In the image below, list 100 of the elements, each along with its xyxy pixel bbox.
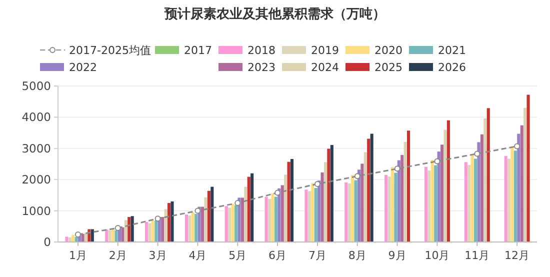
- bar: [480, 134, 484, 242]
- legend-label: 2021: [438, 44, 466, 57]
- bar: [184, 214, 188, 242]
- x-tick-label: 11月: [464, 249, 490, 262]
- x-tick-label: 8月: [348, 249, 366, 262]
- point: [394, 166, 400, 172]
- bar: [327, 148, 330, 242]
- bar: [154, 220, 158, 242]
- point: [514, 143, 520, 150]
- bar: [364, 152, 367, 242]
- x-tick-label: 2月: [108, 249, 127, 262]
- bar: [517, 134, 520, 242]
- point: [194, 208, 201, 214]
- x-tick-label: 6月: [268, 249, 287, 262]
- bar: [407, 130, 410, 242]
- bar: [430, 160, 434, 242]
- bar: [330, 144, 334, 242]
- bar: [314, 188, 318, 242]
- bar: [145, 222, 148, 242]
- bar: [128, 217, 131, 242]
- bar: [81, 234, 84, 242]
- bar: [274, 196, 278, 242]
- bar: [164, 209, 168, 242]
- bar: [188, 215, 192, 242]
- legend-label: 2022: [69, 61, 97, 74]
- bar: [308, 191, 311, 242]
- bar: [437, 152, 440, 242]
- bar: [394, 172, 398, 242]
- bar: [524, 108, 527, 242]
- x-tick-label: 9月: [388, 249, 406, 262]
- x-tick-label: 10月: [424, 249, 450, 262]
- bar: [204, 197, 208, 242]
- chart-title: 预计尿素农业及其他累积需求（万吨）: [164, 6, 386, 22]
- bar: [151, 220, 154, 242]
- bar: [250, 173, 254, 242]
- point: [154, 216, 161, 222]
- y-tick-label: 0: [44, 235, 51, 249]
- bar: [360, 164, 364, 242]
- legend-label: 2019: [311, 44, 339, 57]
- bar: [287, 162, 290, 242]
- bar: [311, 183, 314, 242]
- point: [314, 180, 320, 187]
- bar: [244, 186, 248, 242]
- point: [114, 224, 121, 231]
- bar: [228, 208, 232, 242]
- point: [474, 150, 480, 157]
- bar: [470, 154, 474, 242]
- x-tick-label: 5月: [228, 249, 247, 262]
- bar: [354, 180, 358, 242]
- bar: [191, 212, 194, 242]
- y-tick-label: 3000: [22, 141, 51, 156]
- bar: [168, 203, 171, 242]
- bar: [65, 236, 68, 242]
- bar: [357, 170, 361, 242]
- legend-label: 2017: [184, 44, 212, 57]
- bar: [404, 142, 407, 242]
- bar: [514, 150, 517, 242]
- bar: [170, 201, 174, 242]
- bar: [526, 94, 530, 242]
- bar: [264, 196, 268, 242]
- bar: [318, 180, 321, 242]
- bar: [484, 118, 487, 242]
- bar: [105, 230, 108, 242]
- bar: [207, 190, 210, 242]
- bar: [477, 142, 480, 242]
- bar: [507, 158, 511, 242]
- bar: [280, 185, 284, 242]
- bar: [370, 134, 374, 242]
- bar: [268, 198, 272, 242]
- bar: [224, 206, 228, 242]
- x-tick-label: 3月: [148, 249, 167, 262]
- bar: [520, 125, 524, 242]
- bar: [124, 220, 128, 242]
- bar: [348, 183, 351, 242]
- bar: [210, 186, 214, 242]
- legend-label: 2018: [248, 44, 276, 57]
- bar: [148, 223, 152, 242]
- bar: [238, 198, 241, 242]
- bar: [367, 138, 370, 242]
- bar: [344, 182, 348, 242]
- bar: [400, 154, 404, 242]
- bar: [121, 227, 124, 242]
- bar: [231, 204, 234, 242]
- bar: [510, 147, 514, 242]
- bar: [271, 193, 274, 242]
- bar: [201, 206, 204, 242]
- bar: [434, 165, 438, 242]
- bar: [194, 214, 198, 242]
- bar: [324, 162, 328, 242]
- x-tick-label: 7月: [308, 249, 326, 262]
- bar: [320, 172, 324, 242]
- bar: [108, 230, 112, 242]
- legend-label: 2024: [311, 61, 339, 74]
- bar: [486, 108, 490, 242]
- x-tick-label: 4月: [188, 249, 207, 262]
- x-tick-label: 12月: [504, 249, 530, 262]
- bar: [290, 159, 294, 242]
- bar: [284, 174, 288, 242]
- y-tick-label: 2000: [22, 172, 51, 187]
- bar: [464, 162, 468, 242]
